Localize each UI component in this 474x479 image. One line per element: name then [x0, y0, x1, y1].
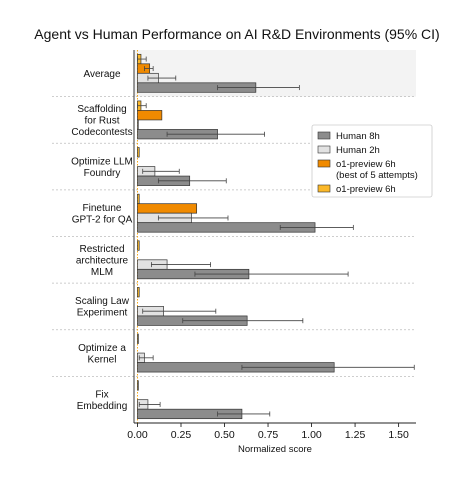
legend-entry-line: (best of 5 attempts) — [336, 170, 418, 181]
legend-box — [311, 124, 433, 198]
category-label-line: Foundry — [84, 168, 121, 179]
category-label: Restricted architecture MLM — [76, 244, 129, 278]
bar-0-2 — [137, 147, 140, 158]
category-label: Scaling Law Experiment — [75, 296, 130, 319]
x-tick-label: 1.25 — [345, 429, 366, 441]
legend-swatch — [317, 184, 331, 193]
category-label-line: Optimize a — [78, 343, 126, 354]
category-label: Fix Embedding — [77, 389, 128, 412]
x-tick-label: 1.50 — [388, 429, 409, 441]
category-label: Finetune GPT-2 for QA — [72, 203, 133, 226]
category-label-line: Optimize LLM — [71, 156, 133, 167]
category-label: Scaffolding for Rust Codecontests — [71, 104, 132, 138]
category-label-line: Average — [83, 69, 121, 80]
bar-0-5 — [137, 287, 140, 298]
category-label: Optimize a Kernel — [78, 343, 126, 366]
x-tick-label: 0.75 — [258, 429, 279, 441]
category-label-line: for Rust — [84, 115, 119, 126]
category-label: Optimize LLM Foundry — [71, 156, 133, 179]
category-label-line: Scaling Law — [75, 296, 130, 307]
bar-0-7 — [137, 380, 139, 391]
bar-2-1 — [137, 119, 139, 130]
legend-swatch — [317, 131, 331, 140]
error-bars — [137, 56, 415, 417]
legend-entry: Human 2h — [336, 145, 380, 156]
legend-entry: Human 8h — [336, 131, 380, 142]
chart-title: Agent vs Human Performance on AI R&D Env… — [34, 26, 440, 42]
axes: 0.00 0.25 0.50 0.75 1.00 1.25 1.50 Normalized s… — [127, 50, 416, 455]
bar-0-3 — [137, 193, 140, 205]
bar-1-3 — [137, 203, 198, 214]
category-label: Average — [83, 69, 121, 80]
category-label-line: Fix — [95, 389, 108, 400]
legend-entry-line: o1-preview 6h — [336, 159, 396, 170]
category-label-line: Restricted — [79, 244, 124, 255]
category-label-line: MLM — [91, 267, 113, 278]
bar-0-6 — [137, 333, 139, 344]
x-axis-label: Normalized score — [238, 444, 312, 455]
category-label-line: Kernel — [88, 354, 117, 365]
legend-entry-line: Human 8h — [336, 131, 380, 142]
legend-entry-line: Human 2h — [336, 145, 380, 156]
x-tick-label: 0.50 — [214, 429, 235, 441]
category-label-line: Finetune — [83, 203, 122, 214]
legend-swatch — [317, 159, 331, 168]
category-label-line: GPT-2 for QA — [72, 214, 133, 225]
category-label-line: Embedding — [77, 401, 128, 412]
legend-entry: o1-preview 6h (best of 5 attempts) — [336, 159, 418, 181]
x-tick-label: 0.25 — [171, 429, 192, 441]
x-tick-label: 0.00 — [127, 429, 148, 441]
legend-entry: o1-preview 6h — [336, 184, 396, 195]
bar-1-1 — [137, 110, 163, 121]
category-label-line: Experiment — [77, 308, 128, 319]
category-label-line: Codecontests — [71, 127, 132, 138]
bar-0-4 — [137, 240, 140, 251]
legend-swatch — [317, 145, 331, 154]
category-labels: Average Scaffolding for Rust Codecontests Op… — [71, 69, 133, 412]
category-label-line: Scaffolding — [77, 104, 126, 115]
category-label-line: architecture — [76, 255, 129, 266]
legend-entry-line: o1-preview 6h — [336, 184, 396, 195]
x-tick-label: 1.00 — [301, 429, 322, 441]
